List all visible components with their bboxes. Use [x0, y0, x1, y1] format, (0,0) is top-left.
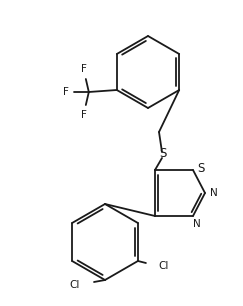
- Text: Cl: Cl: [70, 280, 80, 290]
- Text: S: S: [197, 162, 205, 174]
- Text: N: N: [210, 188, 218, 198]
- Text: F: F: [81, 110, 87, 120]
- Text: F: F: [63, 87, 69, 97]
- Text: Cl: Cl: [158, 261, 168, 271]
- Text: F: F: [81, 64, 87, 74]
- Text: N: N: [193, 219, 201, 229]
- Text: S: S: [159, 147, 167, 159]
